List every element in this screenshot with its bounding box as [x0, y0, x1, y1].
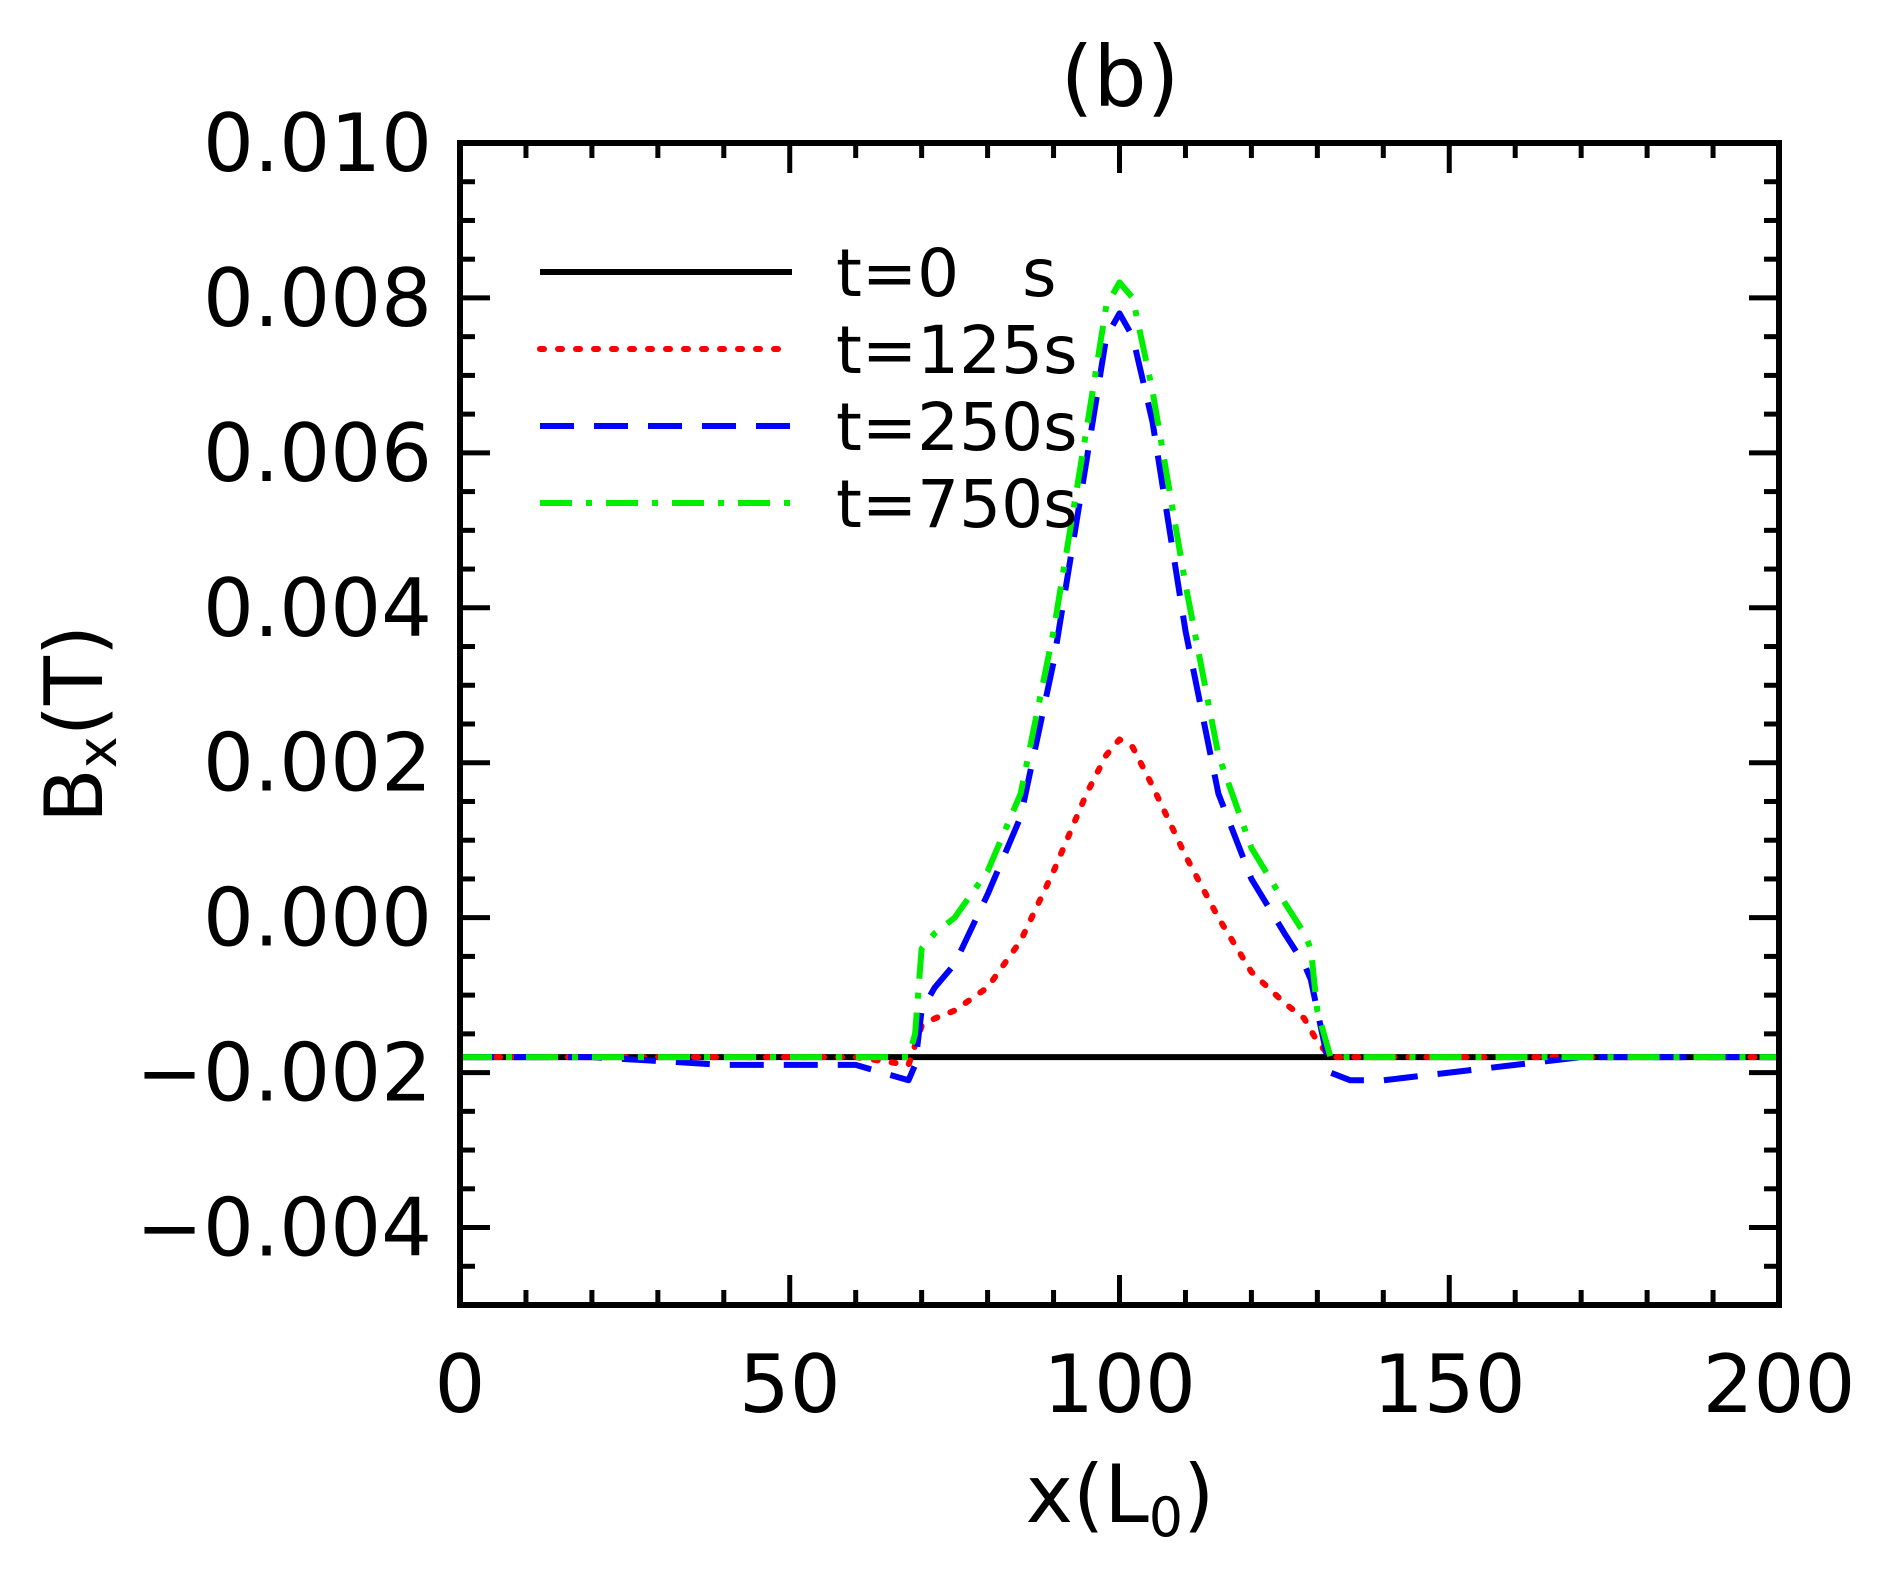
legend-label-0: t=0 s	[836, 235, 1057, 312]
y-tick-label: 0.010	[203, 97, 432, 190]
series-line-3	[460, 279, 1779, 1061]
x-axis-label-main: x(L	[1026, 1448, 1150, 1541]
legend-label-2: t=250s	[836, 389, 1078, 466]
x-tick-label: 100	[1043, 1338, 1196, 1431]
y-tick-label: −0.002	[136, 1027, 432, 1120]
legend-label-1: t=125s	[836, 312, 1078, 389]
y-tick-label: 0.002	[203, 717, 432, 810]
y-axis-label-end: (T)	[28, 625, 121, 736]
x-axis-label-end: )	[1183, 1448, 1214, 1541]
legend-label-3: t=750s	[836, 466, 1078, 543]
ticks-layer	[457, 140, 1782, 1308]
y-tick-label: 0.006	[203, 407, 432, 500]
x-tick-label: 0	[435, 1338, 486, 1431]
tick-labels-layer: 0 50 100 150 200 −0.004 −0.002 0.000 0.002 0.004 0…	[136, 97, 1855, 1431]
y-axis-label-main: B	[28, 768, 121, 823]
y-tick-label: 0.004	[203, 562, 432, 655]
x-tick-label: 200	[1703, 1338, 1856, 1431]
series-layer	[457, 279, 1782, 1084]
x-axis-label-subscript: 0	[1149, 1486, 1183, 1549]
y-axis-label-subscript: x	[66, 736, 129, 768]
y-tick-label: 0.008	[203, 252, 432, 345]
x-axis-label: x(L0)	[1026, 1448, 1215, 1549]
chart-title: (b)	[1061, 28, 1180, 126]
series-line-2	[460, 310, 1779, 1084]
y-axis-label: Bx(T)	[28, 625, 129, 823]
x-tick-label: 150	[1373, 1338, 1526, 1431]
y-tick-label: 0.000	[203, 872, 432, 965]
x-tick-label: 50	[739, 1338, 841, 1431]
y-tick-label: −0.004	[136, 1182, 432, 1275]
